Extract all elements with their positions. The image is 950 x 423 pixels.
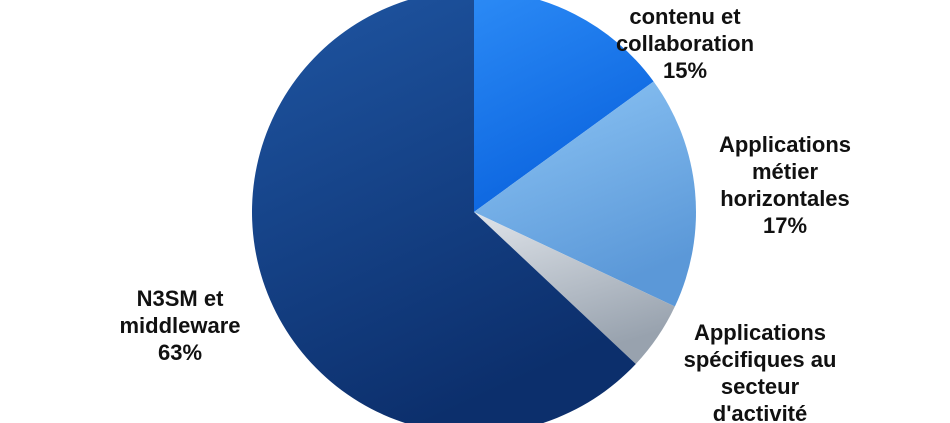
pie-slice-spec xyxy=(474,212,675,364)
label-line: N3SM et xyxy=(136,286,224,311)
pie-slice-collab xyxy=(474,0,654,212)
label-line: secteur xyxy=(720,374,800,399)
slice-label-n3sm-middleware: N3SM et middleware 63% xyxy=(105,285,255,366)
label-line: contenu et xyxy=(629,4,741,29)
label-line: collaboration xyxy=(615,31,755,56)
pie-slice-horiz xyxy=(474,81,696,307)
slice-label-contenu-collaboration: contenu et collaboration 15% xyxy=(595,3,775,84)
label-line: horizontales xyxy=(720,186,850,211)
label-line: métier xyxy=(751,159,819,184)
label-line: Applications xyxy=(693,320,826,345)
label-percent: 15% xyxy=(662,58,708,83)
pie-slice-n3sm xyxy=(252,0,636,423)
label-line: spécifiques au xyxy=(683,347,837,372)
label-line: middleware xyxy=(119,313,241,338)
label-line: Applications xyxy=(718,132,851,157)
slice-label-applications-horizontales: Applications métier horizontales 17% xyxy=(700,131,870,239)
label-percent: 17% xyxy=(762,213,808,238)
slice-label-applications-specifiques: Applications spécifiques au secteur d'ac… xyxy=(670,319,850,423)
label-percent: 63% xyxy=(157,340,203,365)
label-line: d'activité xyxy=(712,401,808,423)
